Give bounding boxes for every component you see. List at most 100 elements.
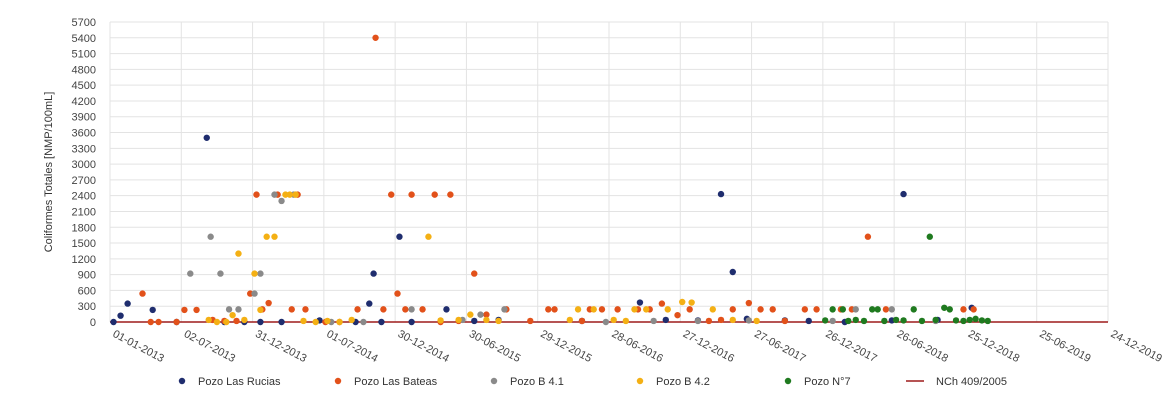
y-tick-label: 0: [90, 317, 96, 329]
data-point: [829, 306, 836, 313]
data-point: [203, 134, 210, 141]
data-point: [545, 306, 552, 313]
data-point: [251, 290, 258, 297]
data-point: [396, 233, 403, 240]
x-tick-label: 26-12-2017: [823, 328, 878, 365]
y-tick-label: 1800: [72, 222, 96, 234]
x-tick-label: 30-12-2014: [396, 328, 451, 365]
legend-label: Pozo B 4.2: [656, 376, 710, 388]
y-tick-label: 4800: [72, 64, 96, 76]
y-tick-label: 3600: [72, 128, 96, 140]
data-point: [251, 270, 258, 277]
y-tick-label: 3300: [72, 143, 96, 155]
legend-marker: [178, 377, 186, 385]
data-point: [952, 317, 960, 324]
data-point: [193, 306, 200, 314]
data-point: [360, 318, 367, 326]
x-tick-label: 26-06-2018: [895, 328, 950, 365]
data-point: [662, 316, 669, 324]
legend-label: Pozo Las Rucias: [198, 376, 281, 388]
data-point: [874, 306, 881, 313]
data-point: [235, 306, 242, 313]
x-tick-label: 30-06-2015: [467, 328, 522, 365]
data-point: [705, 317, 713, 325]
y-tick-label: 3900: [72, 112, 96, 124]
data-point: [900, 317, 907, 324]
data-point: [852, 316, 859, 324]
data-point: [753, 317, 760, 325]
x-tick-label: 31-12-2013: [253, 328, 308, 365]
data-point: [822, 317, 829, 324]
x-tick-label: 25-12-2018: [966, 328, 1021, 365]
x-tick-label: 02-07-2013: [182, 328, 237, 365]
x-axis-ticks: 01-01-2013 02-07-2013 31-12-2013 01-07-2014…: [111, 328, 1164, 365]
legend-marker: [334, 377, 342, 385]
data-point: [860, 317, 868, 325]
data-point: [501, 306, 508, 313]
data-point: [622, 317, 630, 325]
data-point: [394, 290, 401, 297]
y-tick-label: 3000: [72, 159, 96, 171]
y-tick-label: 4200: [72, 96, 96, 108]
data-point: [813, 306, 820, 313]
data-point: [664, 306, 671, 313]
data-point: [213, 318, 221, 326]
data-point: [408, 318, 415, 326]
legend-item: Pozo B 4.1: [490, 376, 564, 388]
data-point: [181, 306, 188, 314]
data-point: [225, 306, 233, 313]
x-tick-label: 25-06-2019: [1037, 328, 1092, 365]
data-point: [378, 318, 385, 326]
data-point: [467, 311, 474, 318]
legend-label: Pozo Las Bateas: [354, 376, 438, 388]
legend-marker: [636, 377, 644, 385]
data-point: [602, 318, 610, 326]
data-point: [370, 270, 377, 277]
legend-item: Pozo N°7: [784, 376, 851, 388]
x-tick-label: 01-07-2014: [324, 328, 379, 365]
data-point: [425, 233, 432, 240]
data-point: [207, 233, 214, 240]
data-point: [124, 300, 131, 307]
data-point: [686, 306, 693, 313]
data-point: [149, 306, 156, 314]
data-point: [610, 316, 617, 324]
data-point: [388, 191, 395, 198]
data-point: [278, 318, 285, 326]
data-point: [864, 233, 872, 240]
data-point: [372, 34, 379, 41]
data-point: [658, 300, 666, 307]
x-tick-label: 01-01-2013: [111, 328, 166, 365]
data-point: [679, 298, 686, 306]
x-tick-label: 29-12-2015: [538, 328, 593, 365]
data-point: [257, 270, 264, 277]
legend-label: NCh 409/2005: [936, 376, 1007, 388]
x-tick-label: 28-06-2016: [610, 328, 665, 365]
data-point: [729, 268, 736, 276]
data-point: [147, 318, 154, 326]
legend-item: Pozo B 4.2: [636, 376, 710, 388]
legend-marker: [784, 377, 792, 385]
data-point: [229, 311, 236, 319]
x-tick-label: 27-12-2016: [681, 328, 736, 365]
y-tick-label: 5400: [72, 33, 96, 45]
data-point: [960, 317, 967, 325]
data-point: [402, 306, 409, 313]
data-point: [631, 306, 638, 313]
data-point: [918, 317, 926, 325]
data-point: [551, 306, 558, 313]
data-point: [729, 316, 736, 324]
data-point: [709, 306, 716, 313]
data-point: [674, 311, 681, 319]
data-point: [614, 306, 621, 313]
data-point: [288, 306, 295, 313]
y-tick-label: 600: [78, 285, 96, 297]
legend-item: Pozo Las Rucias: [178, 376, 281, 388]
data-point: [447, 191, 454, 198]
data-point: [781, 317, 789, 325]
y-tick-label: 300: [78, 301, 96, 313]
data-point: [110, 318, 117, 326]
data-point: [419, 306, 426, 313]
data-point: [888, 306, 895, 313]
legend-item: Pozo Las Bateas: [334, 376, 438, 388]
